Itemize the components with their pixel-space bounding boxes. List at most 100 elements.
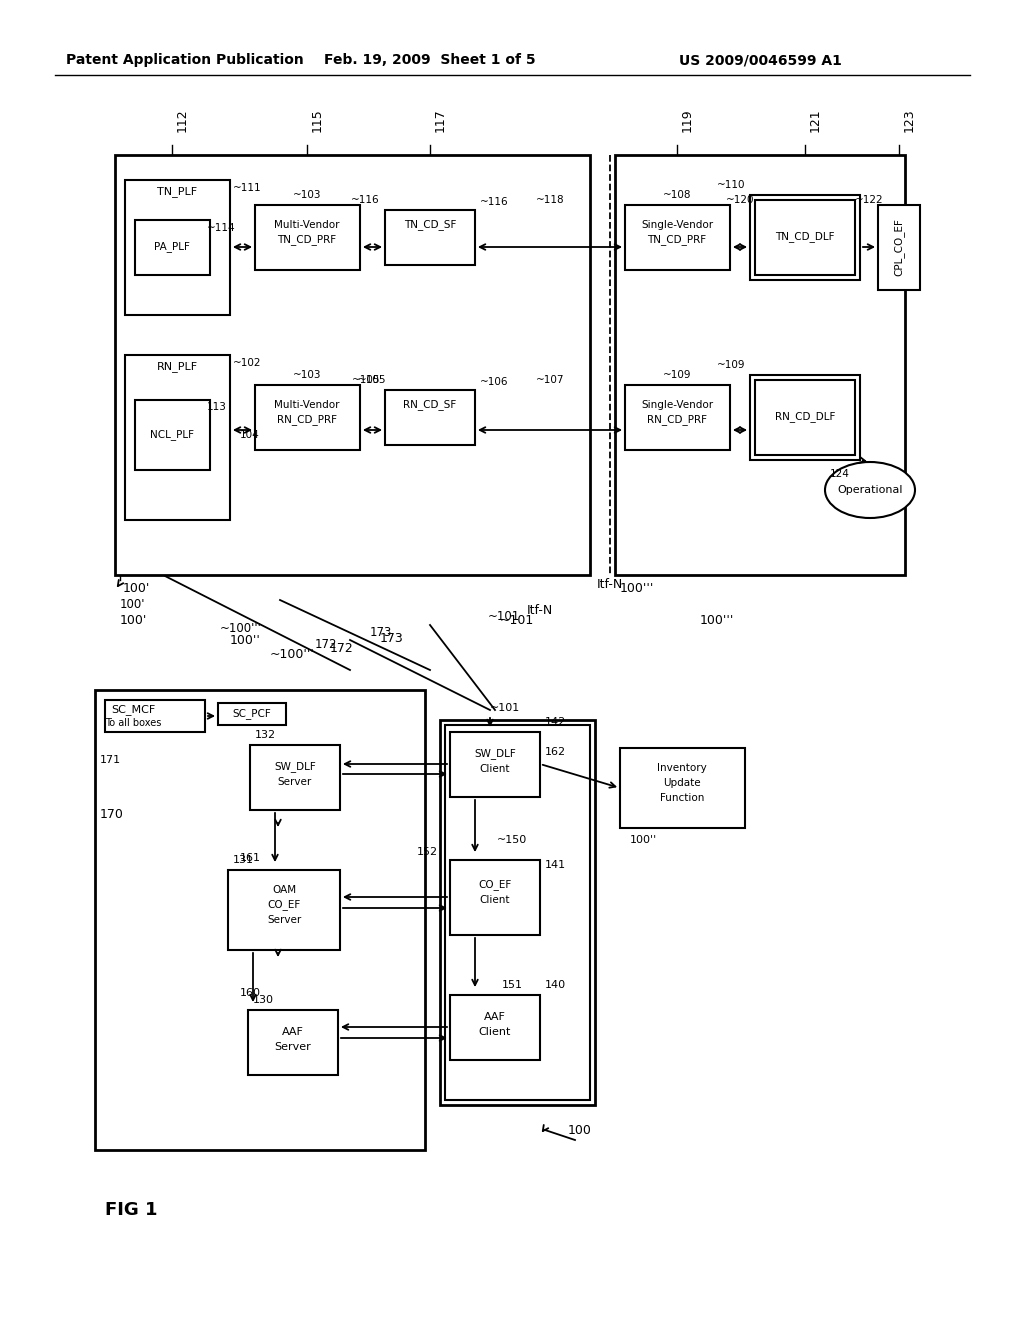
Text: 100''': 100'''	[620, 582, 654, 594]
Text: 100': 100'	[123, 582, 151, 594]
Text: 140: 140	[545, 979, 566, 990]
Bar	[450, 995, 540, 1060]
Text: Itf-N: Itf-N	[597, 578, 624, 591]
Bar	[385, 389, 475, 445]
Text: 152: 152	[417, 847, 438, 857]
Text: ~108: ~108	[663, 190, 691, 201]
Bar	[135, 400, 210, 470]
Text: 130: 130	[253, 995, 274, 1005]
Bar	[625, 205, 730, 271]
Text: ~116: ~116	[480, 197, 509, 207]
Bar	[755, 380, 855, 455]
Text: ~116: ~116	[351, 195, 380, 205]
Text: ~101: ~101	[488, 610, 520, 623]
Text: Server: Server	[267, 915, 301, 925]
Text: 132: 132	[255, 730, 276, 741]
Text: 100'': 100''	[230, 634, 261, 647]
Bar	[440, 719, 595, 1105]
Text: OAM: OAM	[272, 884, 296, 895]
Text: CPL_CO_EF: CPL_CO_EF	[894, 218, 904, 276]
Text: RN_CD_DLF: RN_CD_DLF	[775, 412, 836, 422]
Text: RN_CD_PRF: RN_CD_PRF	[278, 414, 337, 425]
Text: SC_MCF: SC_MCF	[111, 705, 155, 715]
Text: ~110: ~110	[717, 180, 745, 190]
Bar	[750, 195, 860, 280]
Text: ~105: ~105	[351, 375, 380, 385]
Text: ~107: ~107	[536, 375, 564, 385]
Text: TN_PLF: TN_PLF	[157, 186, 197, 198]
Text: ~120: ~120	[726, 195, 755, 205]
Text: 115: 115	[311, 108, 324, 132]
Text: Feb. 19, 2009  Sheet 1 of 5: Feb. 19, 2009 Sheet 1 of 5	[325, 53, 536, 67]
Text: Inventory: Inventory	[657, 763, 707, 774]
Text: ~122: ~122	[855, 195, 884, 205]
Text: CO_EF: CO_EF	[267, 899, 301, 911]
Text: 100: 100	[568, 1123, 592, 1137]
Bar	[620, 748, 745, 828]
Bar	[445, 725, 590, 1100]
Text: SC_PCF: SC_PCF	[232, 709, 271, 719]
Text: 100'': 100''	[630, 836, 657, 845]
Text: Server: Server	[278, 777, 312, 787]
Text: RN_CD_SF: RN_CD_SF	[403, 400, 457, 411]
Bar	[105, 700, 205, 733]
Text: TN_CD_SF: TN_CD_SF	[403, 219, 456, 231]
Text: 161: 161	[240, 853, 261, 863]
Text: 160: 160	[240, 987, 261, 998]
Text: TN_CD_PRF: TN_CD_PRF	[278, 235, 337, 246]
Text: NCL_PLF: NCL_PLF	[150, 429, 194, 441]
Text: SW_DLF: SW_DLF	[274, 762, 315, 772]
Text: 121: 121	[809, 108, 822, 132]
Text: 117: 117	[434, 108, 447, 132]
Text: 170: 170	[100, 808, 124, 821]
Text: ~150: ~150	[497, 836, 527, 845]
Ellipse shape	[825, 462, 915, 517]
Text: Server: Server	[274, 1041, 311, 1052]
Text: ~118: ~118	[536, 195, 564, 205]
Bar	[218, 704, 286, 725]
Text: CO_EF: CO_EF	[478, 879, 512, 891]
Text: 151: 151	[502, 979, 522, 990]
Bar	[248, 1010, 338, 1074]
Text: 173: 173	[370, 627, 392, 639]
Text: 171: 171	[100, 755, 121, 766]
Text: Client: Client	[479, 1027, 511, 1038]
Bar	[125, 180, 230, 315]
Bar	[255, 205, 360, 271]
Text: 104: 104	[240, 430, 260, 440]
Text: ~105: ~105	[357, 375, 386, 385]
Text: ~106: ~106	[480, 378, 509, 387]
Text: ~102: ~102	[233, 358, 261, 368]
Bar	[750, 375, 860, 459]
Text: ~114: ~114	[207, 223, 236, 234]
Text: Multi-Vendor: Multi-Vendor	[274, 220, 340, 230]
Text: 100''': 100'''	[700, 614, 734, 627]
Bar	[755, 201, 855, 275]
Text: AAF: AAF	[484, 1012, 506, 1022]
Text: ~103: ~103	[293, 190, 322, 201]
Text: 142: 142	[545, 717, 566, 727]
Text: 172: 172	[330, 642, 353, 655]
Text: 113: 113	[207, 403, 227, 412]
Text: Single-Vendor: Single-Vendor	[641, 400, 713, 411]
Text: Patent Application Publication: Patent Application Publication	[67, 53, 304, 67]
Bar	[450, 861, 540, 935]
Text: ~101: ~101	[490, 704, 520, 713]
Text: Multi-Vendor: Multi-Vendor	[274, 400, 340, 411]
Bar	[135, 220, 210, 275]
Text: To all boxes: To all boxes	[104, 718, 161, 729]
Text: 124: 124	[830, 469, 850, 479]
Text: RN_CD_PRF: RN_CD_PRF	[647, 414, 707, 425]
Text: 131: 131	[233, 855, 254, 865]
Bar	[228, 870, 340, 950]
Text: FIG 1: FIG 1	[105, 1201, 158, 1218]
Text: PA_PLF: PA_PLF	[154, 242, 189, 252]
Text: Client: Client	[480, 764, 510, 774]
Text: ~111: ~111	[233, 183, 261, 193]
Text: 119: 119	[681, 108, 694, 132]
Text: ~109: ~109	[663, 370, 691, 380]
Bar	[878, 205, 920, 290]
Text: TN_CD_PRF: TN_CD_PRF	[647, 235, 707, 246]
Bar	[615, 154, 905, 576]
Text: 100': 100'	[120, 598, 145, 611]
